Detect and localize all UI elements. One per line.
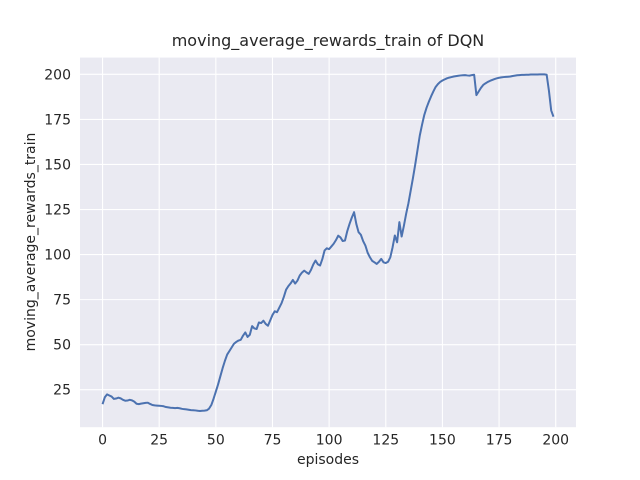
plot-background [80,57,576,428]
x-tick-label: 0 [98,433,107,449]
y-tick-label: 75 [53,293,71,309]
x-tick-label: 125 [372,433,399,449]
x-tick-label: 200 [542,433,569,449]
x-tick-label: 50 [207,433,225,449]
y-tick-label: 25 [53,383,71,399]
x-tick-label: 75 [264,433,282,449]
x-tick-label: 175 [486,433,513,449]
y-tick-label: 175 [44,112,71,128]
x-tick-label: 25 [150,433,168,449]
reward-line [101,73,555,412]
y-tick-label: 200 [44,67,71,83]
y-axis-label: moving_average_rewards_train [23,132,39,352]
x-axis-label: episodes [296,452,360,468]
y-tick-label: 100 [44,248,71,264]
y-tick-label: 150 [44,157,71,173]
x-tick-label: 150 [429,433,456,449]
x-tick-label: 100 [316,433,343,449]
chart-title: moving_average_rewards_train of DQN [171,31,485,50]
y-tick-label: 125 [44,203,71,219]
y-tick-label: 50 [53,338,71,354]
